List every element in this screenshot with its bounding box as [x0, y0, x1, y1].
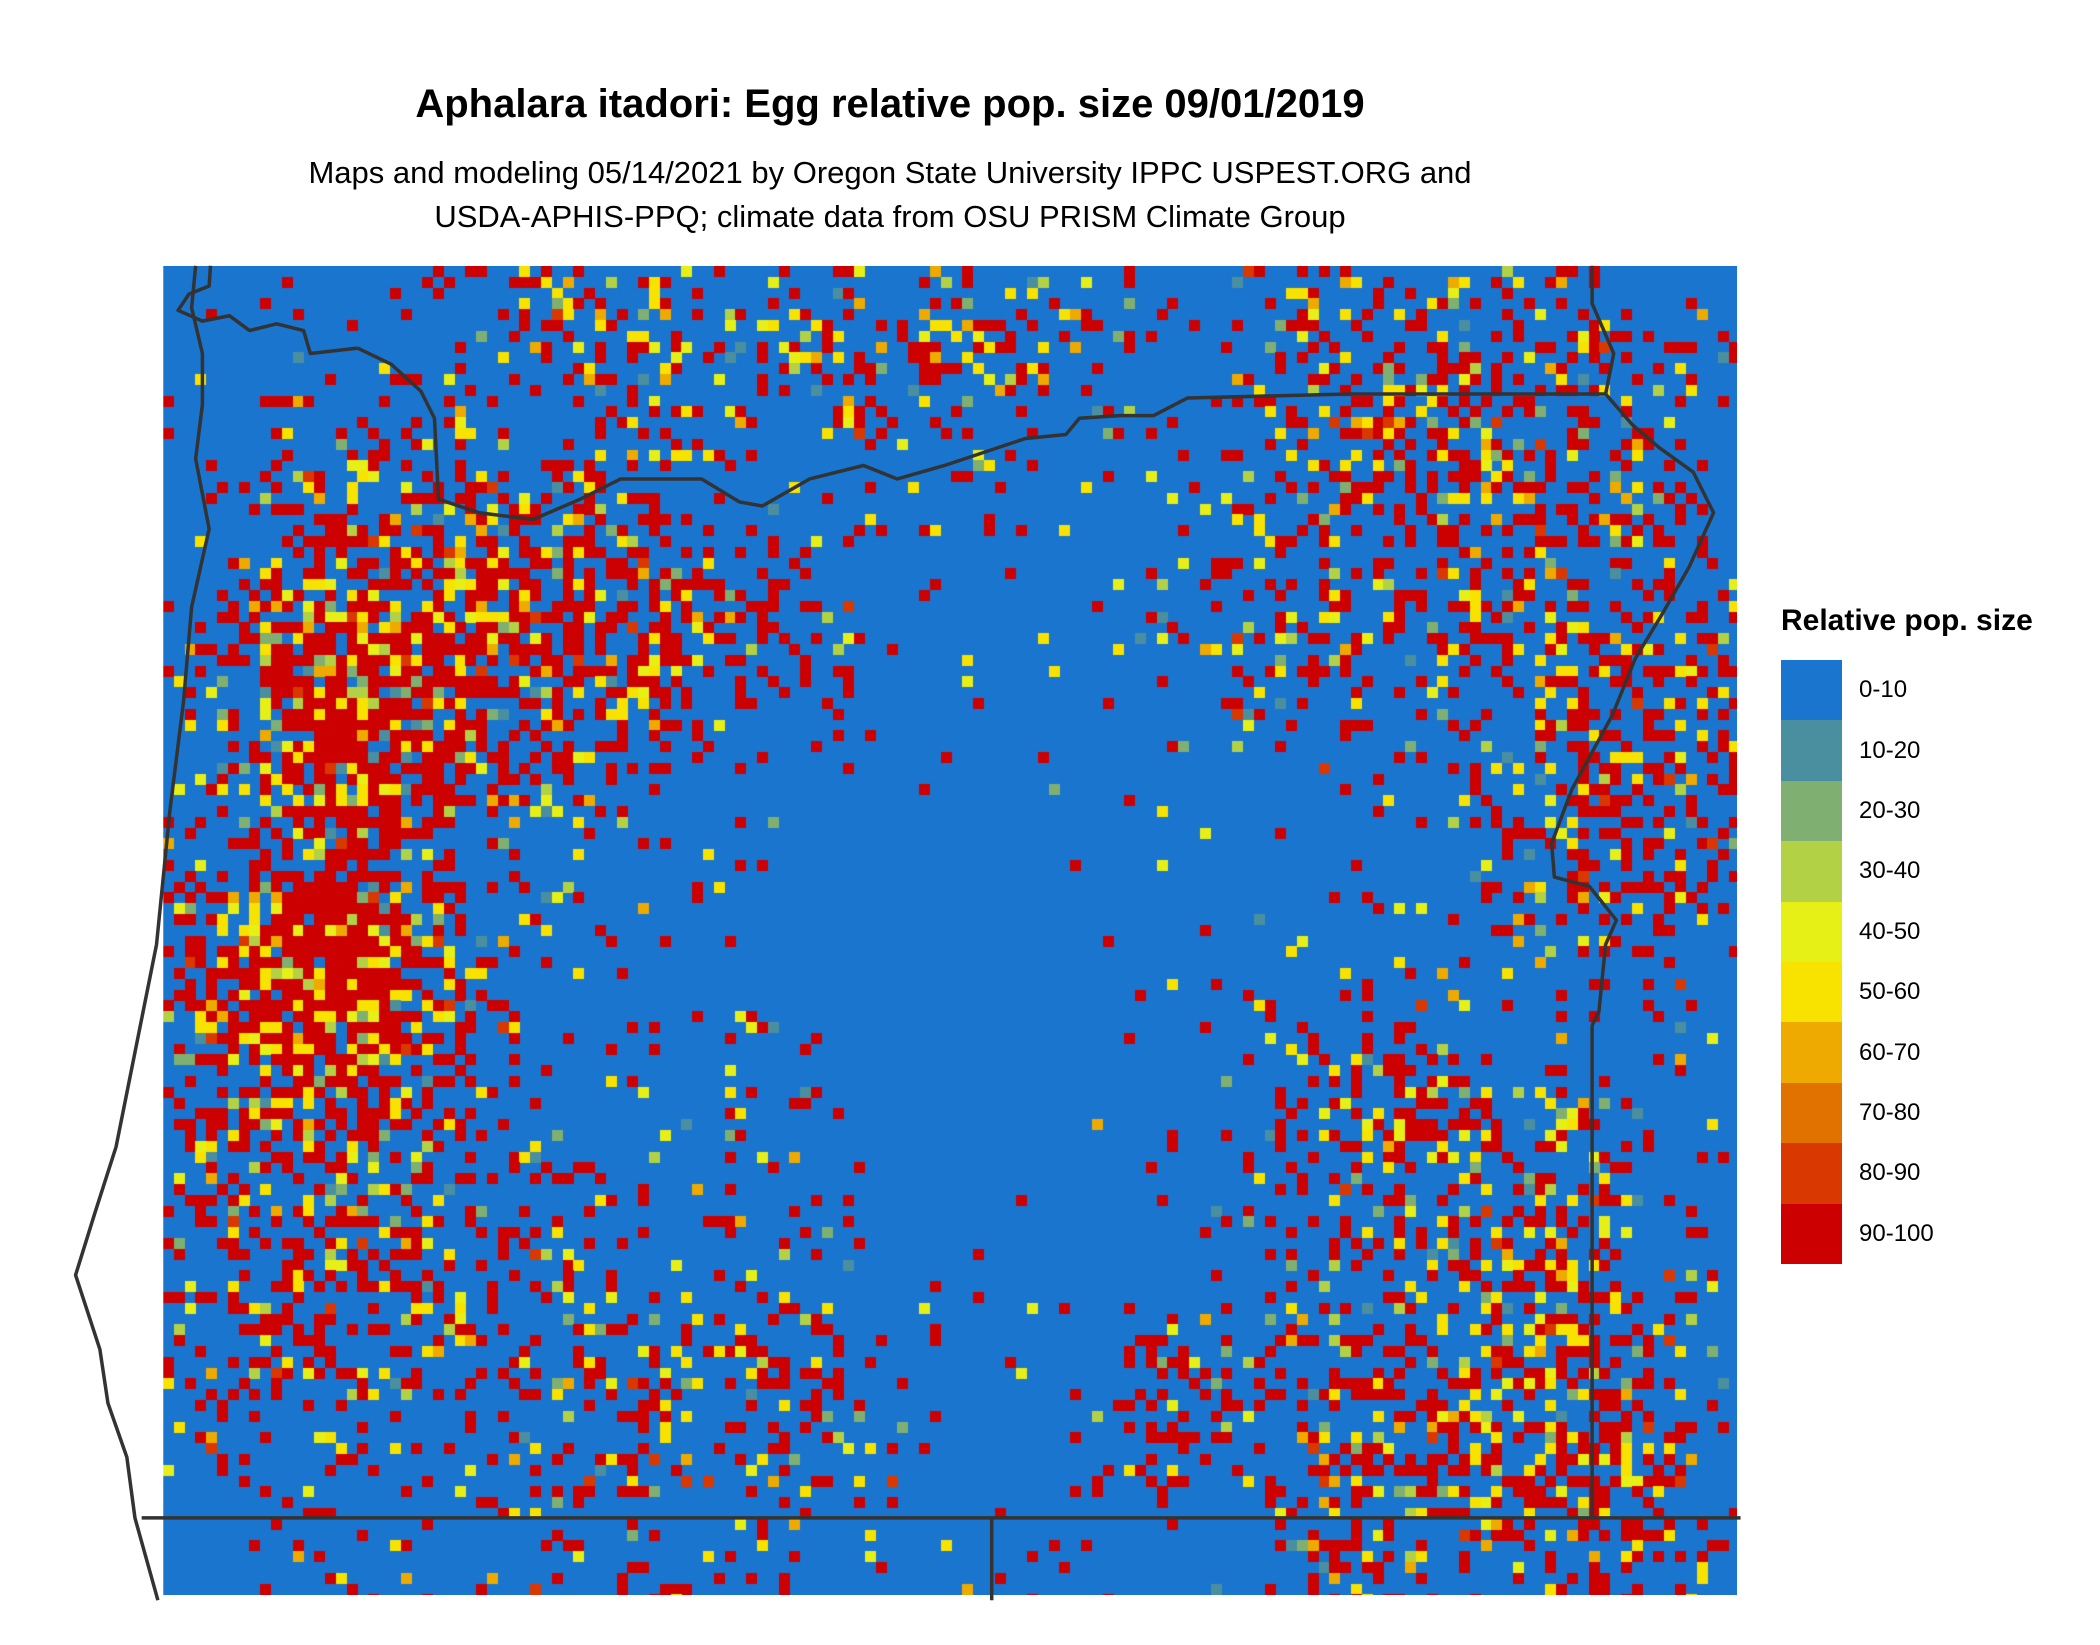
ocean-mask-outer: [0, 265, 164, 1645]
legend-label: 80-90: [1859, 1159, 1921, 1187]
legend-swatch: [1781, 780, 1842, 842]
legend-swatch: [1781, 1082, 1842, 1144]
legend-item: 10-20: [1781, 720, 2033, 781]
legend-label: 50-60: [1859, 978, 1921, 1006]
legend-item: 0-10: [1781, 660, 2033, 721]
legend-swatch: [1781, 1143, 1842, 1204]
legend-swatch: [1781, 720, 1842, 781]
legend-label: 40-50: [1859, 917, 1921, 945]
legend-item: 20-30: [1781, 780, 2033, 842]
legend-label: 10-20: [1859, 736, 1921, 764]
legend-swatch: [1781, 961, 1842, 1023]
map-subtitle-line-1: Maps and modeling 05/14/2021 by Oregon S…: [308, 155, 1472, 190]
legend-label: 20-30: [1859, 796, 1921, 824]
legend-item: 40-50: [1781, 901, 2033, 962]
legend: Relative pop. size 0-10 10-20 20-30 30-40 40…: [1781, 604, 2033, 1264]
legend-label: 90-100: [1859, 1219, 1934, 1247]
legend-swatch: [1781, 901, 1842, 962]
legend-swatch: [1781, 1203, 1842, 1264]
legend-title: Relative pop. size: [1781, 604, 2033, 637]
legend-label: 60-70: [1859, 1038, 1921, 1066]
legend-item: 90-100: [1781, 1203, 2033, 1264]
legend-item: 80-90: [1781, 1143, 2033, 1204]
ocean-mask: [53, 930, 164, 1595]
legend-swatch: [1781, 841, 1842, 902]
legend-item: 30-40: [1781, 841, 2033, 902]
legend-item: 70-80: [1781, 1082, 2033, 1144]
legend-label: 70-80: [1859, 1098, 1921, 1126]
legend-label: 0-10: [1859, 676, 1908, 704]
map-subtitle-line-2: USDA-APHIS-PPQ; climate data from OSU PR…: [434, 199, 1346, 234]
legend-item: 50-60: [1781, 961, 2033, 1023]
legend-swatch: [1781, 1022, 1842, 1083]
legend-label: 30-40: [1859, 857, 1921, 885]
legend-swatch: [1781, 660, 1842, 721]
population-raster-map: [163, 266, 1737, 1595]
legend-item: 60-70: [1781, 1022, 2033, 1083]
map-title: Aphalara itadori: Egg relative pop. size…: [415, 82, 1365, 126]
